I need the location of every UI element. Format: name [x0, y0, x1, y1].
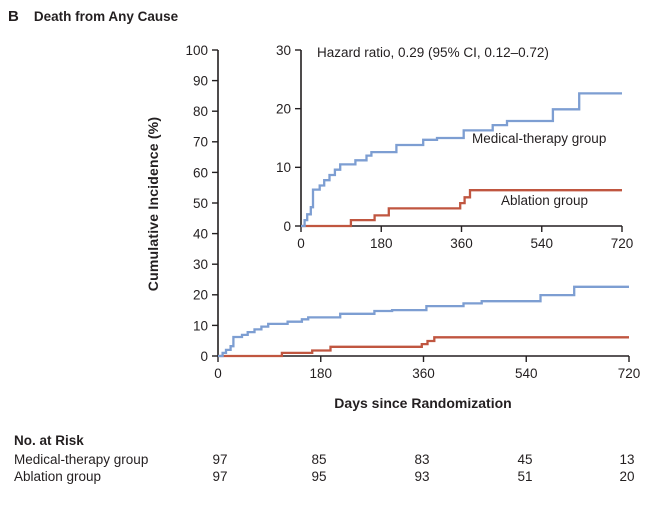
main-x-tick-label: 180 — [309, 366, 332, 381]
main-y-tick-label: 80 — [193, 104, 208, 119]
risk-value: 51 — [517, 469, 533, 484]
inset-y-tick-label: 10 — [276, 160, 291, 175]
main-x-tick-label: 0 — [214, 366, 222, 381]
panel-letter: B — [8, 8, 19, 25]
main-x-tick-label: 360 — [412, 366, 435, 381]
inset-x-tick-label: 0 — [297, 236, 305, 251]
main-y-tick-label: 30 — [193, 257, 208, 272]
risk-value: 95 — [311, 469, 327, 484]
main-y-tick-label: 90 — [193, 73, 208, 88]
main-x-tick-label: 720 — [618, 366, 641, 381]
risk-value: 20 — [619, 469, 635, 484]
risk-row-label-ablation: Ablation group — [14, 469, 102, 484]
no-at-risk-title: No. at Risk — [14, 433, 84, 448]
main-y-tick-label: 60 — [193, 165, 208, 180]
main-y-tick-label: 70 — [193, 135, 208, 150]
y-axis-title: Cumulative Incidence (%) — [145, 116, 161, 292]
panel-title: B Death from Any Cause — [8, 8, 178, 25]
risk-value: 45 — [517, 452, 533, 467]
main-y-tick-label: 20 — [193, 288, 208, 303]
main-y-tick-label: 0 — [200, 349, 208, 364]
main-x-tick-label: 540 — [515, 366, 538, 381]
ablation-curve-main — [218, 336, 629, 358]
risk-value: 83 — [414, 452, 430, 467]
panel-title-text: Death from Any Cause — [33, 9, 179, 24]
x-axis-title: Days since Randomization — [334, 395, 512, 411]
risk-value: 13 — [619, 452, 635, 467]
risk-value: 93 — [414, 469, 430, 484]
inset-y-tick-label: 30 — [276, 43, 291, 58]
main-y-tick-label: 100 — [185, 43, 208, 58]
medical-therapy-curve-main — [218, 285, 629, 358]
inset-y-tick-label: 20 — [276, 102, 291, 117]
risk-value: 97 — [212, 452, 228, 467]
hazard-ratio-annotation: Hazard ratio, 0.29 (95% CI, 0.12–0.72) — [317, 45, 549, 60]
medical-therapy-curve-inset — [301, 92, 622, 228]
inset-y-tick-label: 0 — [283, 219, 291, 234]
medical-therapy-group-label: Medical-therapy group — [472, 131, 607, 146]
main-y-tick-label: 40 — [193, 226, 208, 241]
risk-row-label-medical: Medical-therapy group — [14, 452, 149, 467]
main-y-tick-label: 10 — [193, 318, 208, 333]
inset-x-tick-label: 360 — [450, 236, 473, 251]
inset-x-tick-label: 540 — [530, 236, 553, 251]
inset-x-tick-label: 720 — [611, 236, 634, 251]
main-y-tick-label: 50 — [193, 196, 208, 211]
ablation-group-label: Ablation group — [501, 193, 589, 208]
risk-value: 97 — [212, 469, 228, 484]
inset-x-tick-label: 180 — [370, 236, 393, 251]
risk-value: 85 — [311, 452, 327, 467]
ablation-curve-inset — [301, 189, 622, 228]
